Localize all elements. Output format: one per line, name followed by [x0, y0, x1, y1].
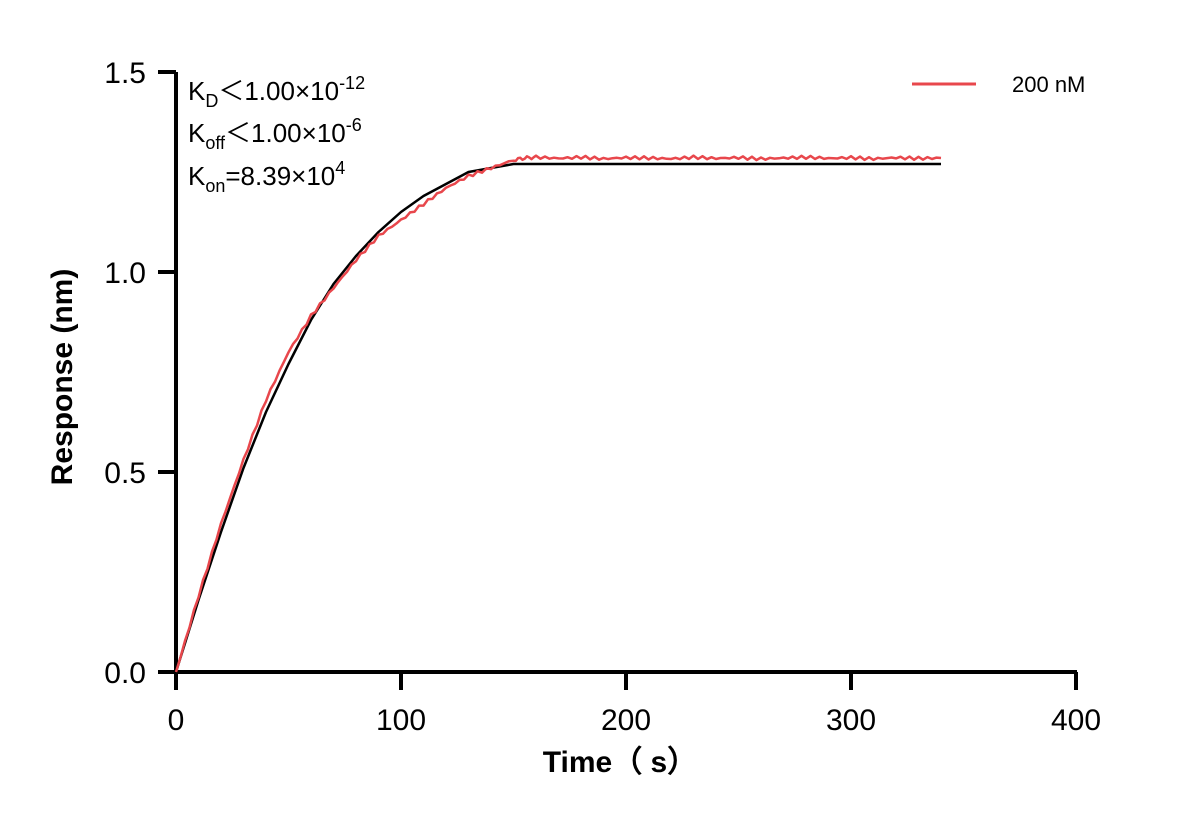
x-axis-ticks: 0 100 200 300 400: [168, 672, 1101, 737]
y-axis-title: Response (nm): [46, 269, 79, 486]
kd-subscript: D: [205, 91, 218, 111]
kd-symbol: K: [188, 76, 206, 106]
x-tick-label: 0: [168, 704, 185, 737]
y-tick-label: 0.0: [104, 657, 146, 690]
koff-exponent: -6: [346, 115, 362, 135]
koff-relation: ＜1.00×10: [225, 118, 346, 148]
kd-relation: ＜1.00×10: [218, 76, 339, 106]
series-layer: [174, 154, 942, 673]
kd-exponent: -12: [339, 73, 365, 93]
kon-symbol: K: [188, 161, 206, 191]
kon-subscript: on: [205, 176, 225, 196]
kon-relation: =8.39×10: [225, 161, 335, 191]
kon-annotation: Kon=8.39×104: [188, 158, 345, 196]
y-axis-ticks: 0.0 0.5 1.0 1.5: [104, 57, 176, 690]
koff-subscript: off: [205, 133, 226, 153]
koff-annotation: Koff＜1.00×10-6: [188, 115, 362, 153]
kinetic-annotations: KD＜1.00×10-12 Koff＜1.00×10-6 Kon=8.39×10…: [188, 73, 365, 196]
kd-annotation: KD＜1.00×10-12: [188, 73, 365, 111]
x-axis-title: Time（ s）: [543, 745, 698, 779]
legend-label-200nm: 200 nM: [1012, 72, 1085, 97]
x-tick-label: 100: [376, 704, 426, 737]
x-tick-label: 300: [826, 704, 876, 737]
koff-symbol: K: [188, 118, 206, 148]
y-tick-label: 1.5: [104, 57, 146, 90]
legend: 200 nM: [912, 72, 1085, 97]
fit-curve: [174, 162, 941, 673]
y-tick-label: 1.0: [104, 257, 146, 290]
x-tick-label: 400: [1051, 704, 1101, 737]
y-tick-label: 0.5: [104, 457, 146, 490]
series-line-200nm: [174, 154, 942, 673]
x-tick-label: 200: [601, 704, 651, 737]
kon-exponent: 4: [335, 158, 345, 178]
